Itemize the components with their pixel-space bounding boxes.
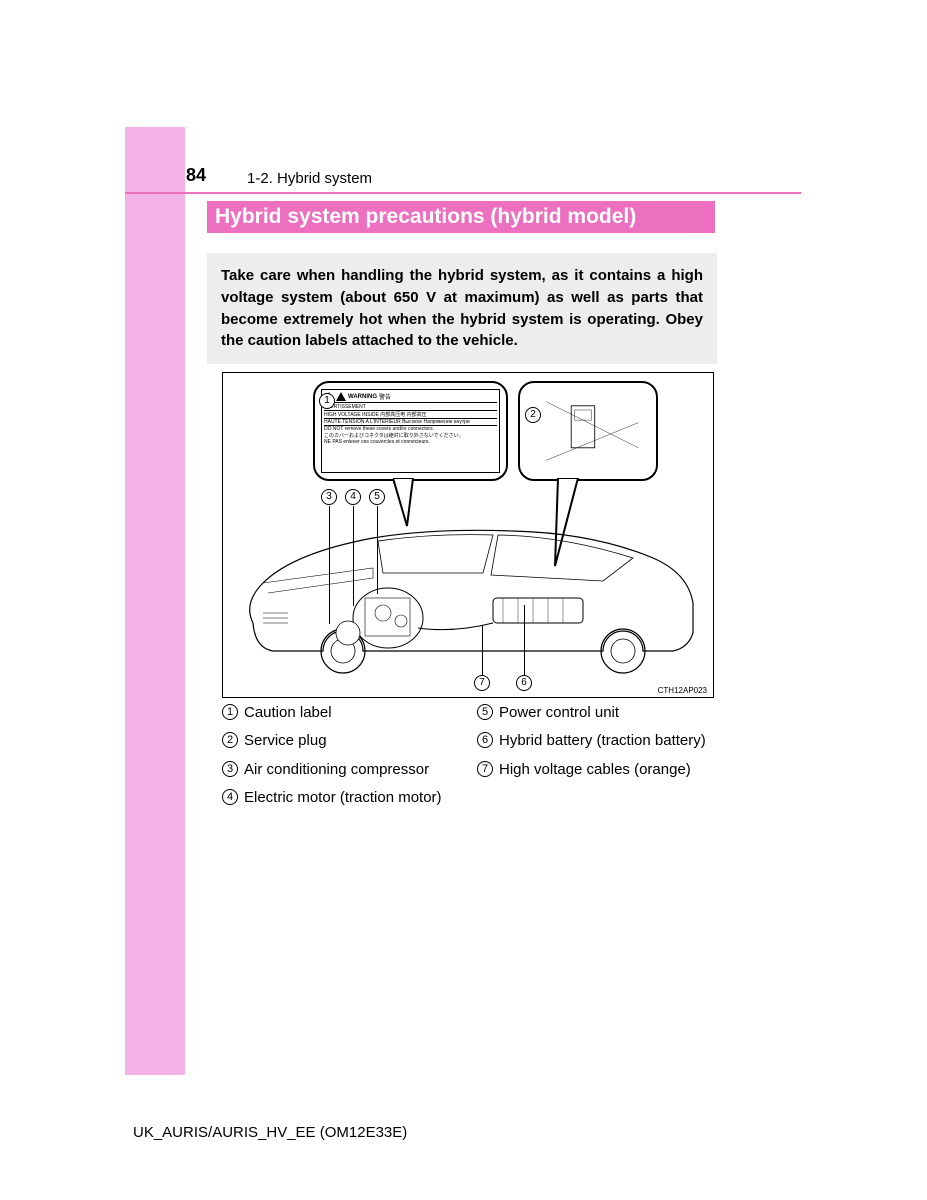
document-footer: UK_AURIS/AURIS_HV_EE (OM12E33E) <box>133 1124 407 1141</box>
callout-number-7: 7 <box>474 675 490 691</box>
legend-text: High voltage cables (orange) <box>499 760 732 780</box>
legend-item-1: 1 Caution label <box>222 703 477 723</box>
page-title: Hybrid system precautions (hybrid model) <box>207 201 715 233</box>
fr-line: NE PAS enlever ces couvercles et connect… <box>324 439 497 445</box>
legend-text: Air conditioning compressor <box>244 760 477 780</box>
page-number: 84 <box>186 165 206 186</box>
legend-text: Hybrid battery (traction battery) <box>499 731 732 751</box>
header-rule <box>125 192 801 194</box>
legend-number: 2 <box>222 732 238 748</box>
legend-item-6: 6 Hybrid battery (traction battery) <box>477 731 732 751</box>
legend-item-3: 3 Air conditioning compressor <box>222 760 477 780</box>
service-plug-illustration <box>526 389 650 473</box>
leader-line <box>329 506 330 624</box>
hv-line2: HAUTE TENSION A L'INTERIEUR Высокое Напр… <box>324 419 497 426</box>
warning-label-content: WARNING 警告 AVERTISSEMENT HIGH VOLTAGE IN… <box>321 389 500 473</box>
warning-text-jp: 警告 <box>379 392 391 401</box>
legend-item-2: 2 Service plug <box>222 731 477 751</box>
jp-line: このカバーおよびコネクタは絶対に取り外さないでください。 <box>324 432 497 439</box>
figure-reference-code: CTH12AP023 <box>658 686 707 695</box>
avertissement-text: AVERTISSEMENT <box>324 404 497 411</box>
legend-number: 7 <box>477 761 493 777</box>
legend-number: 5 <box>477 704 493 720</box>
legend-text: Electric motor (traction motor) <box>244 788 477 808</box>
callout-number-6: 6 <box>516 675 532 691</box>
callout-number-2: 2 <box>525 407 541 423</box>
leader-line <box>353 506 354 606</box>
warning-text: WARNING <box>348 394 377 400</box>
service-plug-callout <box>518 381 658 481</box>
caution-paragraph: Take care when handling the hybrid syste… <box>207 253 717 364</box>
legend-item-4: 4 Electric motor (traction motor) <box>222 788 477 808</box>
hv-line: HIGH VOLTAGE INSIDE 内部高压电 内部高圧 <box>324 411 497 419</box>
leader-line <box>482 625 483 675</box>
warning-triangle-icon <box>336 392 346 401</box>
leader-line <box>377 506 378 594</box>
callout-number-1: 1 <box>319 393 335 409</box>
legend-item-7: 7 High voltage cables (orange) <box>477 760 732 780</box>
legend-number: 4 <box>222 789 238 805</box>
callout-number-5: 5 <box>369 489 385 505</box>
hybrid-system-diagram: WARNING 警告 AVERTISSEMENT HIGH VOLTAGE IN… <box>222 372 714 698</box>
legend-item-5: 5 Power control unit <box>477 703 732 723</box>
section-tab-sidebar <box>125 127 185 1075</box>
callout-number-4: 4 <box>345 489 361 505</box>
legend-number: 3 <box>222 761 238 777</box>
vehicle-cutaway-illustration <box>233 503 703 678</box>
leader-line <box>524 605 525 675</box>
section-label: 1-2. Hybrid system <box>247 170 372 187</box>
callout-number-3: 3 <box>321 489 337 505</box>
legend-text: Caution label <box>244 703 477 723</box>
legend-text: Power control unit <box>499 703 732 723</box>
legend-number: 1 <box>222 704 238 720</box>
legend-number: 6 <box>477 732 493 748</box>
caution-label-callout: WARNING 警告 AVERTISSEMENT HIGH VOLTAGE IN… <box>313 381 508 481</box>
legend-text: Service plug <box>244 731 477 751</box>
